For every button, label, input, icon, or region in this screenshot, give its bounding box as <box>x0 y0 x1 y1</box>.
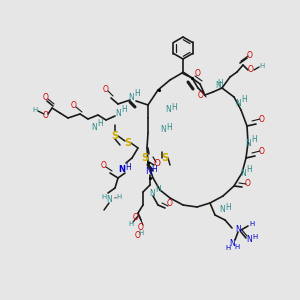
Text: S: S <box>141 153 148 163</box>
Text: H: H <box>225 202 231 211</box>
Text: O: O <box>167 200 173 208</box>
Text: O: O <box>259 146 265 155</box>
Text: N: N <box>106 196 112 205</box>
Text: O: O <box>195 68 201 77</box>
Text: O: O <box>247 50 253 59</box>
Text: N: N <box>219 205 225 214</box>
Text: S: S <box>111 131 118 141</box>
Text: N: N <box>128 92 134 101</box>
Text: H: H <box>155 185 161 194</box>
Text: N: N <box>115 109 121 118</box>
Text: H: H <box>217 79 223 88</box>
Text: O: O <box>133 214 139 223</box>
Text: S: S <box>124 138 132 148</box>
Text: H: H <box>252 234 258 240</box>
Text: N: N <box>91 122 97 131</box>
Text: H: H <box>251 136 257 145</box>
Text: N: N <box>245 139 251 148</box>
Text: O: O <box>103 85 109 94</box>
Text: N: N <box>235 226 241 235</box>
Text: H: H <box>128 221 134 227</box>
Text: O: O <box>43 94 49 103</box>
Text: H: H <box>246 166 252 175</box>
Text: H: H <box>166 122 172 131</box>
Text: N: N <box>165 106 171 115</box>
Text: O: O <box>198 92 204 100</box>
Text: H: H <box>97 119 103 128</box>
Text: N: N <box>145 167 151 176</box>
Text: N: N <box>240 169 246 178</box>
Text: H: H <box>260 63 265 69</box>
Text: H: H <box>125 163 131 172</box>
Text: H: H <box>234 244 240 250</box>
Text: H: H <box>101 194 106 200</box>
Text: N: N <box>229 239 235 248</box>
Text: H: H <box>134 89 140 98</box>
Text: S: S <box>161 153 169 163</box>
Text: H: H <box>32 107 38 113</box>
Text: O: O <box>71 100 77 109</box>
Text: O: O <box>259 116 265 124</box>
Text: N: N <box>118 166 125 175</box>
Text: N: N <box>246 236 252 244</box>
Text: H: H <box>121 106 127 115</box>
Text: N: N <box>160 125 166 134</box>
Text: H: H <box>225 245 231 251</box>
Text: O: O <box>245 179 251 188</box>
Text: N: N <box>235 98 241 107</box>
Text: O: O <box>138 224 144 232</box>
Text: O: O <box>135 232 141 241</box>
Text: O: O <box>154 158 160 167</box>
Text: N: N <box>149 188 155 197</box>
Text: O: O <box>43 112 49 121</box>
Text: H: H <box>171 103 177 112</box>
Text: O: O <box>248 65 254 74</box>
Text: N: N <box>215 82 221 91</box>
Text: H: H <box>241 95 247 104</box>
Text: ": " <box>113 196 116 202</box>
Text: H: H <box>116 194 122 200</box>
Text: H: H <box>151 164 157 173</box>
Text: H: H <box>249 221 255 227</box>
Text: H: H <box>138 230 144 236</box>
Text: O: O <box>101 160 107 169</box>
